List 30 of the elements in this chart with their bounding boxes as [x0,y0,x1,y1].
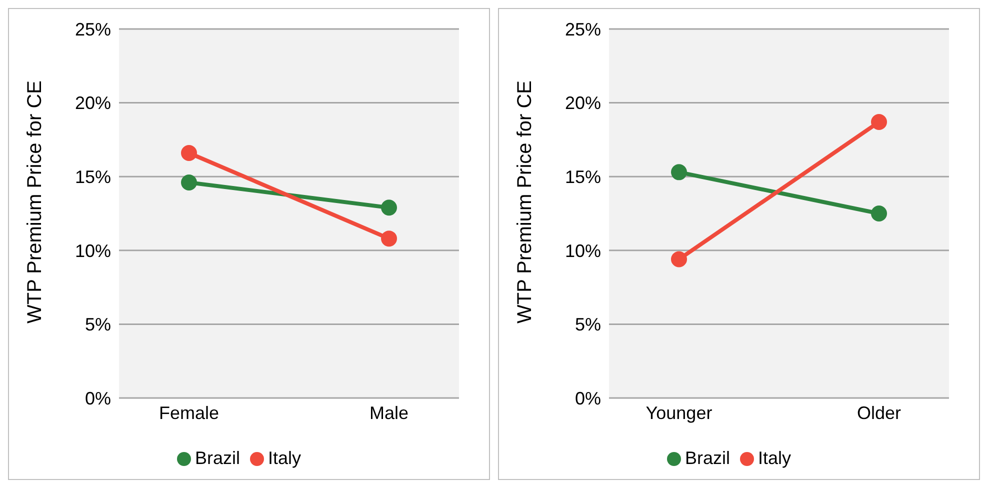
point [181,174,197,191]
y-axis-title: WTP Premium Price for CE [514,80,536,324]
point [671,251,687,268]
point [381,200,397,216]
x-tick-label: Male [369,402,409,423]
y-tick-label: 25% [564,19,601,40]
y-tick-label: 0% [574,388,601,408]
y-tick-label: 5% [84,314,111,335]
point [871,206,887,222]
y-tick-label: 5% [574,314,601,335]
y-tick-label: 0% [84,388,111,408]
y-tick-label: 10% [564,240,601,261]
x-tick-label: Female [158,402,220,423]
legend-label: Brazil [194,448,240,468]
x-tick-label: Older [856,402,902,423]
y-tick-label: 15% [564,166,601,187]
y-tick-label: 20% [564,93,601,114]
y-tick-label: 25% [74,19,111,40]
point [381,230,397,247]
legend-label: Brazil [684,448,730,468]
y-axis-title: WTP Premium Price for CE [24,80,46,324]
point [671,164,687,180]
x-tick-label: Younger [646,402,712,423]
y-tick-label: 20% [74,93,111,114]
point [871,114,887,130]
point [181,144,197,161]
y-tick-label: 10% [74,240,111,261]
y-tick-label: 15% [74,166,111,187]
legend-label: Italy [758,448,792,468]
legend-label: Italy [268,448,302,468]
